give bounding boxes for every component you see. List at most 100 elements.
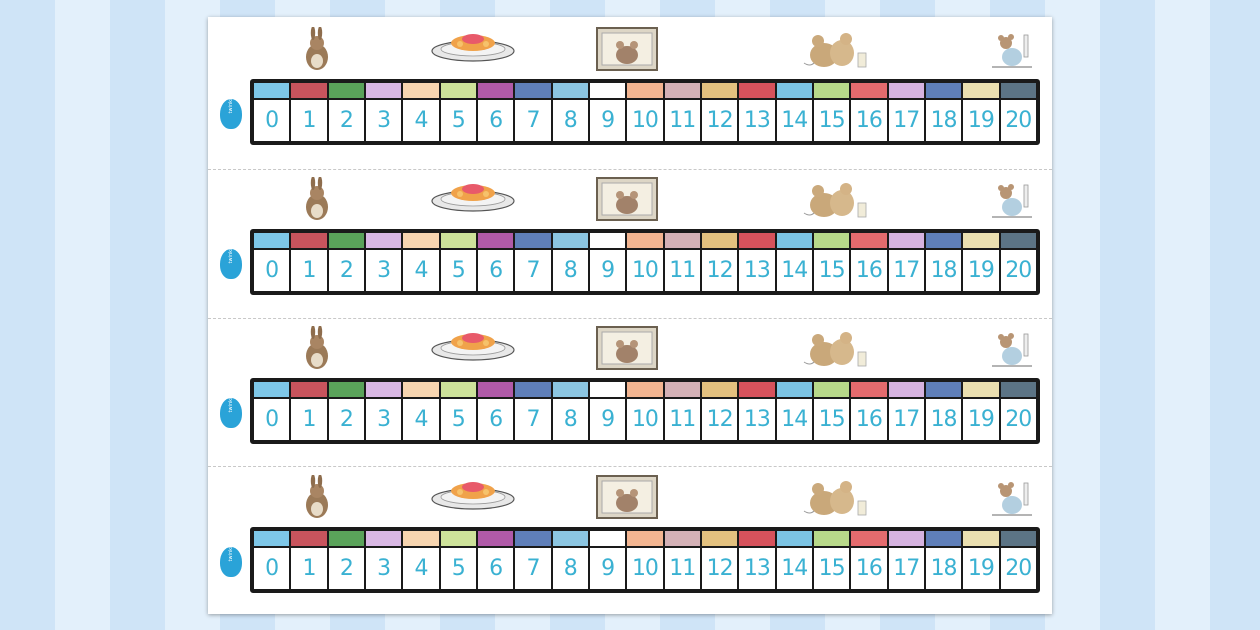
number-label: 10 [627,250,663,291]
color-swatch [328,233,364,248]
number-line-strip: twinkl 0 1 2 3 4 5 6 7 8 9 10 11 12 13 14 15 16 17 18 19 20 [208,21,1052,169]
number-label: 12 [701,250,738,291]
number-cell: 9 [589,531,626,589]
number-cell: 20 [1000,531,1036,589]
color-swatch [515,83,551,98]
color-swatch [739,531,775,546]
number-label: 0 [254,100,290,141]
number-label: 18 [925,100,962,141]
number-cell: 8 [552,531,588,589]
number-cell: 3 [365,83,402,141]
number-label: 18 [925,250,962,291]
number-label: 2 [328,100,364,141]
number-label: 20 [1000,100,1036,141]
color-swatch [552,382,588,397]
color-swatch [552,83,588,98]
number-label: 14 [776,399,812,440]
number-label: 16 [851,548,887,589]
number-label: 6 [477,100,514,141]
number-cell: 6 [477,531,514,589]
brand-logo-icon [220,99,242,129]
number-label: 13 [739,250,775,291]
number-label: 13 [739,548,775,589]
number-cell: 16 [851,233,887,291]
number-label: 4 [403,548,439,589]
number-label: 17 [888,250,924,291]
number-cell: 6 [477,233,514,291]
number-cell: 5 [440,83,476,141]
number-label: 17 [888,548,924,589]
number-cell: 19 [963,382,999,440]
cake-plate-icon [430,475,516,511]
number-cell: 1 [291,83,327,141]
number-label: 8 [552,548,588,589]
number-cell: 4 [403,531,439,589]
number-cell: 2 [328,531,364,589]
number-cell: 4 [403,233,439,291]
brand-logo-icon [220,398,242,428]
number-cell: 5 [440,531,476,589]
color-swatch [776,233,812,248]
number-cell: 14 [776,83,812,141]
color-swatch [403,83,439,98]
number-cell: 9 [589,83,626,141]
number-label: 13 [739,399,775,440]
color-swatch [963,83,999,98]
number-label: 8 [552,399,588,440]
color-swatch [403,531,439,546]
number-cell: 8 [552,83,588,141]
number-label: 4 [403,250,439,291]
number-label: 20 [1000,548,1036,589]
framed-mouse-icon [596,326,658,370]
color-swatch [627,233,663,248]
number-cell: 17 [888,382,924,440]
number-cell: 18 [925,531,962,589]
color-swatch [328,83,364,98]
number-cell: 17 [888,83,924,141]
number-label: 1 [291,100,327,141]
color-swatch [589,531,626,546]
number-cell: 18 [925,233,962,291]
color-swatch [328,382,364,397]
number-label: 6 [477,250,514,291]
color-swatch [813,233,850,248]
brand-logo-text: twinkl [228,248,234,264]
number-line: 0 1 2 3 4 5 6 7 8 9 10 11 12 13 14 15 16 17 18 19 20 [250,79,1040,145]
color-swatch [664,382,700,397]
number-label: 19 [963,250,999,291]
number-label: 5 [440,548,476,589]
color-swatch [254,382,290,397]
number-label: 4 [403,399,439,440]
number-label: 9 [589,250,626,291]
number-label: 11 [664,548,700,589]
color-swatch [627,531,663,546]
number-label: 13 [739,100,775,141]
brand-logo-icon [220,547,242,577]
color-swatch [291,382,327,397]
color-swatch [888,233,924,248]
number-label: 5 [440,399,476,440]
number-label: 6 [477,399,514,440]
number-cell: 20 [1000,83,1036,141]
color-swatch [739,233,775,248]
number-label: 3 [365,399,402,440]
color-swatch [477,233,514,248]
color-swatch [664,531,700,546]
number-label: 11 [664,250,700,291]
color-swatch [776,531,812,546]
number-label: 19 [963,100,999,141]
color-swatch [888,382,924,397]
number-cell: 15 [813,382,850,440]
framed-mouse-icon [596,177,658,221]
rabbit-icon [302,475,332,519]
color-swatch [739,382,775,397]
number-cell: 3 [365,382,402,440]
number-label: 14 [776,548,812,589]
color-swatch [701,382,738,397]
color-swatch [403,382,439,397]
number-cell: 4 [403,83,439,141]
number-label: 15 [813,399,850,440]
number-cell: 11 [664,83,700,141]
cake-plate-icon [430,177,516,213]
cut-line [208,318,1052,319]
